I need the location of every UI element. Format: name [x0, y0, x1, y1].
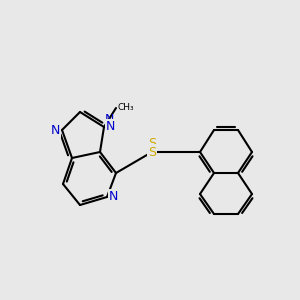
Text: N: N [105, 113, 114, 126]
Text: S: S [148, 146, 156, 158]
Text: N: N [51, 124, 60, 136]
Text: N: N [50, 124, 59, 136]
Text: N: N [109, 190, 118, 203]
Text: N: N [109, 190, 118, 203]
Text: N: N [106, 121, 116, 134]
Text: S: S [148, 137, 156, 150]
Text: CH₃: CH₃ [118, 103, 135, 112]
